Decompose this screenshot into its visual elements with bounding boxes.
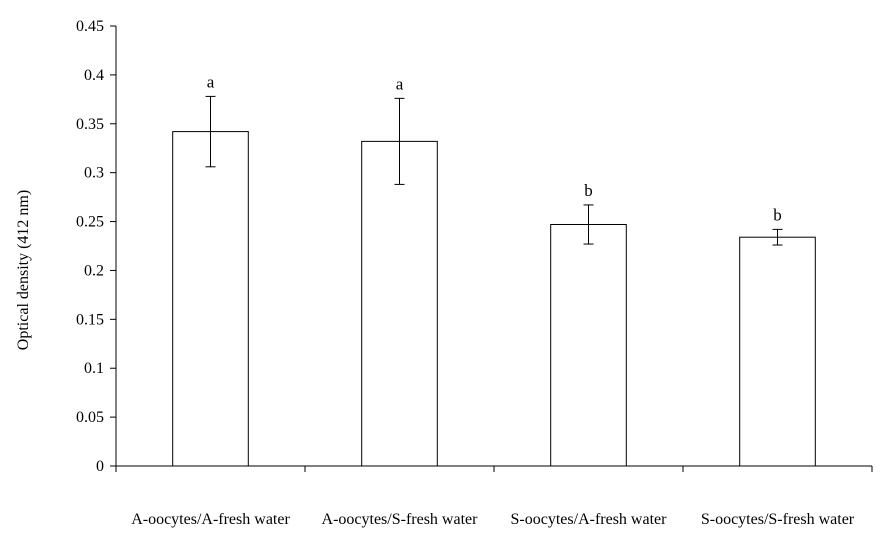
x-category-label: A-oocytes/S-fresh water [322,511,479,528]
y-axis: 0 0.05 0.1 0.15 0.2 0.25 0.3 0.35 0.4 0.45 [76,18,117,475]
error-bar [583,204,594,245]
bars-group [172,131,816,467]
bar [739,236,816,467]
y-tick-label: 0.1 [84,360,104,377]
x-axis [115,465,873,472]
y-axis-label: Optical density (412 nm) [15,190,32,350]
error-bars-group [205,95,783,246]
x-category-label: S-oocytes/S-fresh water [701,511,855,528]
y-tick-label: 0.05 [76,409,104,426]
bar [172,131,249,467]
significance-letter: a [207,72,215,91]
y-tick-label: 0.35 [76,116,104,133]
error-bar [772,228,783,246]
significance-labels: a a b b [207,72,782,224]
y-tick-label: 0.45 [76,18,104,35]
x-category-label: S-oocytes/A-fresh water [511,511,668,528]
category-labels: A-oocytes/A-fresh water A-oocytes/S-fresh… [131,511,855,528]
y-tick-label: 0.4 [84,67,104,84]
significance-letter: b [773,205,782,224]
y-tick-label: 0.25 [76,214,104,231]
significance-letter: a [396,74,404,93]
error-bar [394,97,405,185]
y-tick-label: 0.15 [76,311,104,328]
bar [361,140,438,467]
bar [550,223,627,467]
x-category-label: A-oocytes/A-fresh water [131,511,290,528]
y-tick-label: 0 [96,458,104,475]
y-tick-label: 0.2 [84,262,104,279]
error-bar [205,95,216,168]
significance-letter: b [584,181,593,200]
y-tick-label: 0.3 [84,165,104,182]
